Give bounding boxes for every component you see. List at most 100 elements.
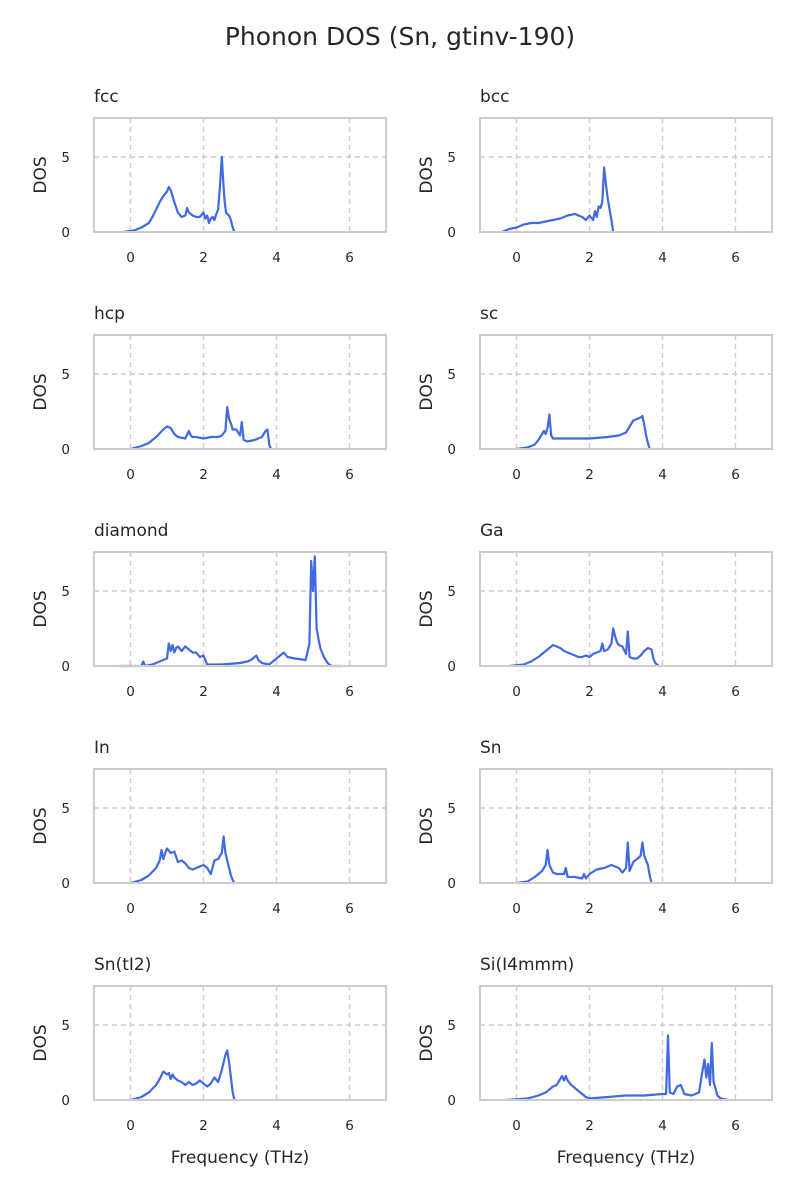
plot-frame <box>93 768 387 884</box>
x-tick-label: 6 <box>345 250 354 266</box>
figure-title: Phonon DOS (Sn, gtinv-190) <box>225 22 575 51</box>
subplot-si-i4mmm: Si(I4mmm) 0 2 4 6 0 5 DOS Frequency (THz) <box>417 955 773 1168</box>
y-tick-label: 0 <box>447 1093 456 1109</box>
x-tick-label: 6 <box>345 901 354 917</box>
x-tick-label: 2 <box>585 467 594 483</box>
x-tick-label: 2 <box>199 250 208 266</box>
subplot-title: hcp <box>94 304 125 324</box>
x-tick-label: 0 <box>512 1118 521 1134</box>
x-tick-label: 6 <box>731 684 740 700</box>
dos-line <box>515 841 653 885</box>
dos-line <box>118 555 344 668</box>
dos-line <box>122 155 236 234</box>
y-tick-label: 5 <box>447 150 456 166</box>
y-axis-label: DOS <box>417 590 437 627</box>
subplot-sn-ti2: Sn(tI2) 0 2 4 6 0 5 DOS Frequency (THz) <box>31 955 387 1168</box>
plot-frame <box>93 985 387 1101</box>
x-tick-label: 4 <box>272 250 281 266</box>
x-tick-label: 6 <box>345 1118 354 1134</box>
x-tick-label: 0 <box>126 467 135 483</box>
x-tick-label: 6 <box>731 467 740 483</box>
x-tick-label: 4 <box>272 684 281 700</box>
x-tick-label: 4 <box>658 684 667 700</box>
dos-line <box>129 1049 236 1102</box>
subplot-title: Ga <box>480 521 504 541</box>
y-tick-label: 5 <box>447 1018 456 1034</box>
plot-frame <box>479 551 773 667</box>
x-tick-label: 0 <box>512 250 521 266</box>
plot-frame <box>479 117 773 233</box>
y-axis-label: DOS <box>31 373 51 410</box>
y-axis-label: DOS <box>417 156 437 193</box>
y-tick-label: 5 <box>61 150 70 166</box>
x-tick-label: 6 <box>345 467 354 483</box>
y-tick-label: 0 <box>61 1093 70 1109</box>
y-tick-label: 5 <box>61 367 70 383</box>
subplot-in: In 0 2 4 6 0 5 DOS <box>31 738 387 917</box>
y-axis-label: DOS <box>417 807 437 844</box>
x-tick-label: 0 <box>512 467 521 483</box>
y-tick-label: 0 <box>61 225 70 241</box>
y-tick-label: 0 <box>61 659 70 675</box>
x-tick-label: 2 <box>585 250 594 266</box>
x-tick-label: 0 <box>126 684 135 700</box>
y-tick-label: 0 <box>447 876 456 892</box>
dos-line <box>129 835 236 885</box>
x-tick-label: 0 <box>126 1118 135 1134</box>
y-axis-label: DOS <box>31 590 51 627</box>
x-tick-label: 0 <box>512 684 521 700</box>
y-tick-label: 0 <box>447 659 456 675</box>
x-tick-label: 6 <box>345 684 354 700</box>
y-tick-label: 0 <box>61 876 70 892</box>
subplot-sc: sc 0 2 4 6 0 5 DOS <box>417 304 773 483</box>
x-tick-label: 4 <box>272 1118 281 1134</box>
y-tick-label: 5 <box>61 1018 70 1034</box>
x-tick-label: 4 <box>658 901 667 917</box>
subplot-ga: Ga 0 2 4 6 0 5 DOS <box>417 521 773 700</box>
dos-line <box>129 405 273 451</box>
x-tick-label: 6 <box>731 250 740 266</box>
y-tick-label: 5 <box>447 367 456 383</box>
x-tick-label: 4 <box>272 901 281 917</box>
subplot-grid: fcc 0 2 4 6 0 5 DOS bcc 0 2 4 6 0 5 DOS hcp 0 2 4 6 0 5 DOS sc 0 2… <box>31 87 773 1168</box>
x-tick-label: 4 <box>658 1118 667 1134</box>
x-axis-label: Frequency (THz) <box>557 1148 696 1168</box>
subplot-title: fcc <box>94 87 119 107</box>
y-axis-label: DOS <box>31 807 51 844</box>
plot-frame <box>93 334 387 450</box>
plot-frame <box>479 334 773 450</box>
x-tick-label: 4 <box>658 467 667 483</box>
subplot-bcc: bcc 0 2 4 6 0 5 DOS <box>417 87 773 266</box>
x-tick-label: 2 <box>585 901 594 917</box>
subplot-sn: Sn 0 2 4 6 0 5 DOS <box>417 738 773 917</box>
plot-frame <box>479 985 773 1101</box>
x-axis-label: Frequency (THz) <box>171 1148 310 1168</box>
y-tick-label: 0 <box>447 225 456 241</box>
y-tick-label: 0 <box>447 442 456 458</box>
y-tick-label: 5 <box>61 584 70 600</box>
y-axis-label: DOS <box>31 1024 51 1061</box>
subplot-title: sc <box>480 304 498 324</box>
y-axis-label: DOS <box>417 373 437 410</box>
subplot-diamond: diamond 0 2 4 6 0 5 DOS <box>31 521 387 700</box>
x-tick-label: 6 <box>731 901 740 917</box>
x-tick-label: 2 <box>199 901 208 917</box>
dos-line <box>500 166 615 234</box>
y-axis-label: DOS <box>417 1024 437 1061</box>
subplot-title: Sn <box>480 738 502 758</box>
x-tick-label: 2 <box>199 684 208 700</box>
x-tick-label: 4 <box>658 250 667 266</box>
x-tick-label: 6 <box>731 1118 740 1134</box>
x-tick-label: 0 <box>126 250 135 266</box>
x-tick-label: 0 <box>126 901 135 917</box>
x-tick-label: 2 <box>199 467 208 483</box>
subplot-title: bcc <box>480 87 509 107</box>
plot-frame <box>93 551 387 667</box>
x-tick-label: 2 <box>585 1118 594 1134</box>
subplot-fcc: fcc 0 2 4 6 0 5 DOS <box>31 87 387 266</box>
y-tick-label: 5 <box>61 801 70 817</box>
y-tick-label: 5 <box>447 584 456 600</box>
x-tick-label: 2 <box>585 684 594 700</box>
subplot-hcp: hcp 0 2 4 6 0 5 DOS <box>31 304 387 483</box>
